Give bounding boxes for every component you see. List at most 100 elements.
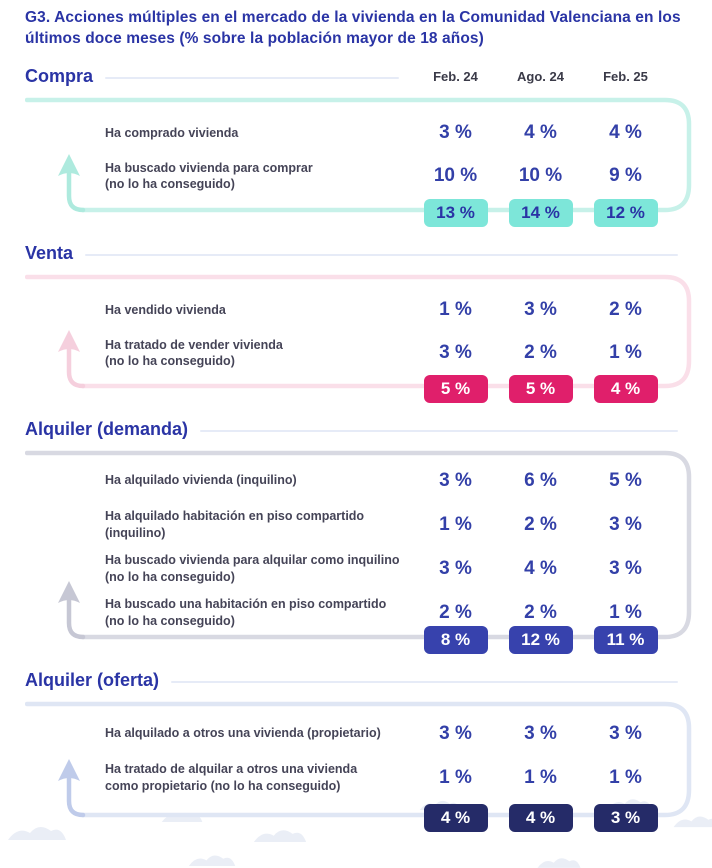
table-row: Ha alquilado a otros una vivienda (propi… bbox=[105, 712, 668, 756]
table-row: Ha buscado vivienda para comprar (no lo … bbox=[105, 155, 668, 198]
value-feb25: 1 % bbox=[609, 342, 642, 364]
table-row: Ha comprado vivienda 3 % 4 % 4 % bbox=[105, 112, 668, 155]
row-label: Ha buscado vivienda para comprar bbox=[105, 160, 313, 175]
totals-row: 4 % 4 % 3 % bbox=[413, 803, 668, 832]
column-header-feb25: Feb. 25 bbox=[603, 69, 648, 85]
value-feb24: 3 % bbox=[439, 342, 472, 364]
value-feb25: 9 % bbox=[609, 165, 642, 187]
arrow-frame-icon bbox=[25, 274, 692, 388]
section-compra-panel: Ha comprado vivienda 3 % 4 % 4 % Ha busc… bbox=[25, 96, 692, 227]
total-badge-feb25: 12 % bbox=[593, 198, 658, 227]
value-ago24: 10 % bbox=[518, 165, 563, 187]
header-rule bbox=[105, 76, 399, 79]
value-feb24: 3 % bbox=[439, 122, 472, 144]
section-alquiler-oferta-header: Alquiler (oferta) bbox=[25, 668, 692, 694]
value-feb24: 10 % bbox=[433, 165, 478, 187]
value-feb25: 3 % bbox=[609, 722, 642, 744]
section-alquiler-demanda: Alquiler (demanda) Ha alquilado vivienda… bbox=[25, 417, 692, 654]
value-ago24: 3 % bbox=[524, 722, 557, 744]
section-alquiler-oferta: Alquiler (oferta) Ha alquilado a otros u… bbox=[25, 668, 692, 832]
value-feb25: 3 % bbox=[609, 513, 642, 535]
cloud-icon bbox=[188, 855, 236, 866]
section-compra-header: Compra Feb. 24 Ago. 24 Feb. 25 bbox=[25, 64, 692, 90]
section-alquiler-oferta-panel: Ha alquilado a otros una vivienda (propi… bbox=[25, 700, 692, 832]
header-rule bbox=[200, 429, 678, 432]
column-headers: Feb. 24 Ago. 24 Feb. 25 bbox=[413, 69, 668, 84]
row-label: Ha buscado una habitación en piso compar… bbox=[105, 597, 387, 612]
row-label-note: (no lo ha conseguido) bbox=[105, 354, 235, 369]
value-ago24: 3 % bbox=[524, 299, 557, 321]
totals-row: 5 % 5 % 4 % bbox=[413, 374, 668, 403]
page-title: G3. Acciones múltiples en el mercado de … bbox=[25, 9, 681, 47]
value-feb25: 4 % bbox=[609, 122, 642, 144]
value-ago24: 2 % bbox=[524, 342, 557, 364]
value-feb24: 3 % bbox=[439, 722, 472, 744]
section-compra-title: Compra bbox=[25, 66, 94, 87]
table-row: Ha buscado una habitación en piso compar… bbox=[105, 591, 668, 635]
total-badge-feb24: 4 % bbox=[423, 803, 488, 832]
value-ago24: 2 % bbox=[524, 601, 557, 623]
value-feb25: 1 % bbox=[609, 766, 642, 788]
total-badge-feb24: 5 % bbox=[423, 374, 488, 403]
row-label: Ha tratado de alquilar a otros una vivie… bbox=[105, 762, 358, 777]
section-alquiler-demanda-panel: Ha alquilado vivienda (inquilino) 3 % 6 … bbox=[25, 449, 692, 654]
column-header-feb24: Feb. 24 bbox=[433, 69, 478, 85]
total-badge-feb24: 8 % bbox=[423, 625, 488, 654]
value-feb24: 1 % bbox=[439, 299, 472, 321]
table-row: Ha buscado vivienda para alquilar como i… bbox=[105, 547, 668, 591]
table-row: Ha alquilado vivienda (inquilino) 3 % 6 … bbox=[105, 459, 668, 503]
value-ago24: 1 % bbox=[524, 766, 557, 788]
row-label: Ha tratado de vender vivienda bbox=[105, 337, 283, 352]
value-feb24: 1 % bbox=[439, 766, 472, 788]
value-ago24: 6 % bbox=[524, 469, 557, 491]
section-alquiler-oferta-title: Alquiler (oferta) bbox=[25, 670, 160, 691]
value-feb25: 2 % bbox=[609, 299, 642, 321]
table-row: Ha alquilado habitación en piso comparti… bbox=[105, 503, 668, 547]
row-label-note: (no lo ha conseguido) bbox=[105, 569, 235, 584]
total-badge-ago24: 5 % bbox=[508, 374, 573, 403]
section-venta-panel: Ha vendido vivienda 1 % 3 % 2 % Ha trata… bbox=[25, 273, 692, 403]
value-ago24: 2 % bbox=[524, 513, 557, 535]
table-row: Ha tratado de vender vivienda (no lo ha … bbox=[105, 332, 668, 375]
header-rule bbox=[85, 253, 678, 256]
section-venta-header: Venta bbox=[25, 241, 692, 267]
table-row: Ha tratado de alquilar a otros una vivie… bbox=[105, 756, 668, 800]
value-feb24: 3 % bbox=[439, 469, 472, 491]
row-label: Ha buscado vivienda para alquilar como i… bbox=[105, 553, 400, 568]
row-label-note: (no lo ha conseguido) bbox=[105, 177, 235, 192]
value-feb24: 2 % bbox=[439, 601, 472, 623]
column-header-ago24: Ago. 24 bbox=[517, 69, 564, 85]
row-label: Ha alquilado vivienda (inquilino) bbox=[105, 473, 297, 488]
cloud-icon bbox=[537, 858, 581, 868]
value-ago24: 4 % bbox=[524, 557, 557, 579]
total-badge-feb25: 3 % bbox=[593, 803, 658, 832]
row-label: Ha vendido vivienda bbox=[105, 302, 226, 317]
total-badge-feb25: 4 % bbox=[593, 374, 658, 403]
arrow-frame-icon bbox=[25, 450, 692, 639]
value-feb25: 3 % bbox=[609, 557, 642, 579]
value-feb25: 5 % bbox=[609, 469, 642, 491]
arrow-frame-icon bbox=[25, 97, 692, 212]
row-label: Ha alquilado habitación en piso comparti… bbox=[105, 509, 365, 540]
section-alquiler-demanda-title: Alquiler (demanda) bbox=[25, 419, 189, 440]
section-venta-title: Venta bbox=[25, 243, 74, 264]
header-rule bbox=[171, 680, 678, 683]
total-badge-ago24: 14 % bbox=[508, 198, 573, 227]
section-venta: Venta Ha vendido vivienda 1 % 3 % 2 % bbox=[25, 241, 692, 403]
table-row: Ha vendido vivienda 1 % 3 % 2 % bbox=[105, 289, 668, 332]
total-badge-ago24: 12 % bbox=[508, 625, 573, 654]
section-alquiler-demanda-header: Alquiler (demanda) bbox=[25, 417, 692, 443]
total-badge-ago24: 4 % bbox=[508, 803, 573, 832]
value-feb25: 1 % bbox=[609, 601, 642, 623]
row-label-note: (no lo ha conseguido) bbox=[105, 613, 235, 628]
totals-row: 8 % 12 % 11 % bbox=[413, 625, 668, 654]
total-badge-feb24: 13 % bbox=[423, 198, 488, 227]
totals-row: 13 % 14 % 12 % bbox=[413, 198, 668, 227]
row-label: Ha alquilado a otros una vivienda (propi… bbox=[105, 726, 381, 741]
row-label-note: como propietario (no lo ha conseguido) bbox=[105, 778, 341, 793]
section-compra: Compra Feb. 24 Ago. 24 Feb. 25 Ha compra… bbox=[25, 64, 692, 227]
value-feb24: 1 % bbox=[439, 513, 472, 535]
row-label: Ha comprado vivienda bbox=[105, 125, 239, 140]
arrow-frame-icon bbox=[25, 701, 692, 817]
value-ago24: 4 % bbox=[524, 122, 557, 144]
